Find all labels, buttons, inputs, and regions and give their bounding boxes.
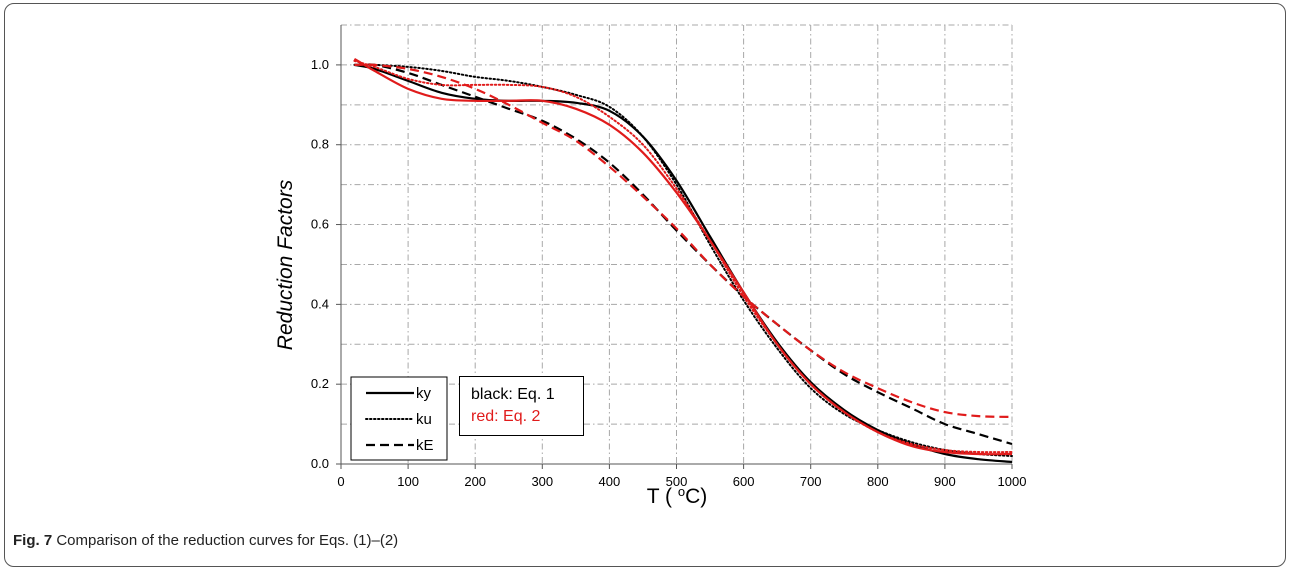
y-tick-labels: 0.0 0.2 0.4 0.6 0.8 1.0	[311, 57, 329, 471]
x-axis-label-superscript: o	[678, 484, 685, 499]
chart-legend: ky ku kE	[350, 376, 448, 461]
series-line-kE-black	[354, 63, 1013, 446]
caption-label: Fig. 7	[13, 532, 53, 549]
x-tick-labels: 0 100 200 300 400 500 600 700 800 900 1000	[337, 474, 1026, 489]
x-tick-label: 100	[397, 474, 419, 489]
figure-caption: Fig. 7 Comparison of the reduction curve…	[13, 532, 398, 549]
x-tick-label: 700	[800, 474, 822, 489]
series-line-ku-black	[353, 63, 1013, 457]
series-line-ky-red	[353, 57, 1013, 456]
x-tick-label: 400	[599, 474, 621, 489]
x-axis-label-text: T (	[647, 485, 672, 508]
chart-series	[353, 57, 1013, 464]
y-tick-label: 0.4	[311, 296, 329, 311]
x-tick-label: 1000	[998, 474, 1027, 489]
note-red: red: Eq. 2	[471, 408, 541, 425]
note-black: black: Eq. 1	[471, 386, 555, 403]
y-tick-label: 0.8	[311, 137, 329, 152]
y-tick-label: 0.0	[311, 456, 329, 471]
chart-grid	[341, 24, 1013, 464]
caption-text: Comparison of the reduction curves for E…	[56, 532, 399, 549]
x-tick-label: 800	[867, 474, 889, 489]
legend-label-kE: kE	[416, 437, 434, 454]
y-tick-label: 0.6	[311, 217, 329, 232]
y-axis-label: Reduction Factors	[274, 179, 297, 350]
legend-label-ky: ky	[416, 385, 432, 402]
x-tick-label: 600	[733, 474, 755, 489]
x-tick-label: 300	[531, 474, 553, 489]
chart-axes	[336, 25, 1013, 469]
color-note-box: black: Eq. 1 red: Eq. 2	[459, 376, 584, 436]
y-tick-label: 1.0	[311, 57, 329, 72]
x-tick-label: 0	[337, 474, 344, 489]
x-axis-label: T ( oC)	[647, 484, 708, 509]
series-line-ky-black	[354, 63, 1013, 464]
y-tick-label: 0.2	[311, 376, 329, 391]
legend-label-ku: ku	[416, 411, 432, 428]
x-tick-label: 900	[934, 474, 956, 489]
x-tick-label: 500	[666, 474, 688, 489]
x-axis-label-unit: C)	[685, 485, 707, 508]
series-line-kE-red	[354, 63, 1013, 418]
series-line-ku-red	[353, 59, 1013, 454]
figure-frame	[4, 3, 1286, 567]
x-tick-label: 200	[464, 474, 486, 489]
